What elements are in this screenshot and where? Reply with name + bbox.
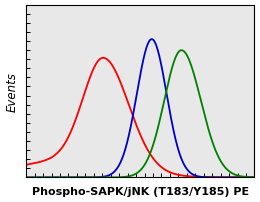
- Y-axis label: Events: Events: [5, 72, 18, 111]
- X-axis label: Phospho-SAPK/jNK (T183/Y185) PE: Phospho-SAPK/jNK (T183/Y185) PE: [32, 186, 249, 197]
